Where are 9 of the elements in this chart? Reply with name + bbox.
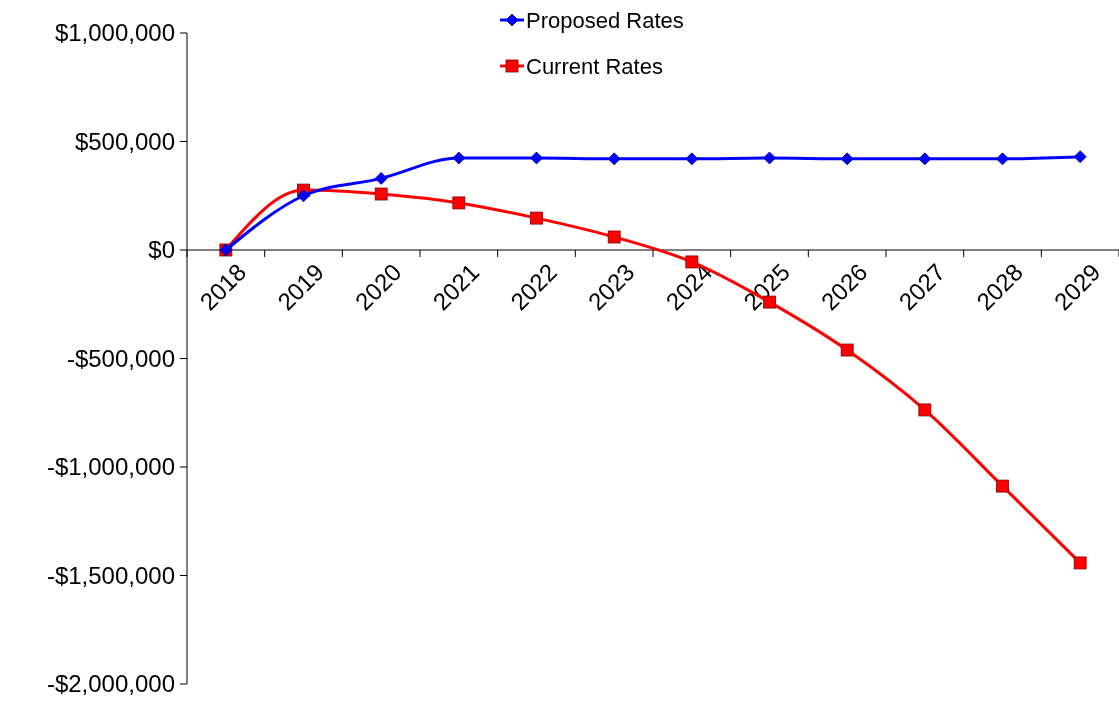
y-tick-label: -$1,000,000 bbox=[46, 453, 175, 481]
y-tick-label: -$2,000,000 bbox=[46, 670, 175, 698]
legend-label: Current Rates bbox=[526, 53, 663, 79]
y-tick-label: $1,000,000 bbox=[54, 19, 175, 47]
y-tick-label: -$1,500,000 bbox=[46, 561, 175, 589]
y-tick-label: $0 bbox=[148, 236, 175, 264]
legend-label: Proposed Rates bbox=[526, 7, 684, 33]
y-tick-label: $500,000 bbox=[74, 127, 175, 155]
y-tick-label: -$500,000 bbox=[66, 344, 175, 372]
